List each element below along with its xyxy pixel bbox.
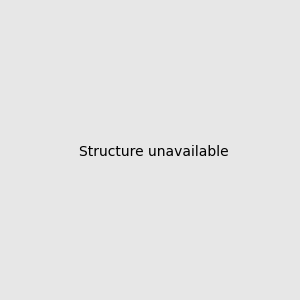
Text: Structure unavailable: Structure unavailable xyxy=(79,145,229,158)
